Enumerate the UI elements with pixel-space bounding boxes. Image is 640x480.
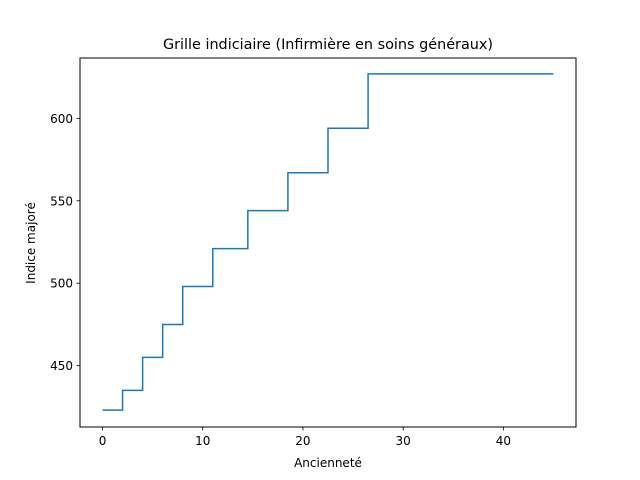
y-tick-label: 450	[50, 359, 73, 373]
y-tick-label: 500	[50, 277, 73, 291]
chart-title: Grille indiciaire (Infirmière en soins g…	[163, 37, 493, 53]
y-axis-title: Indice majoré	[24, 202, 38, 284]
x-tick-label: 40	[496, 434, 511, 448]
ticks: 0 10 20 30 40 450 500 550 600	[50, 112, 511, 448]
axes-frame	[79, 57, 577, 428]
series-step-line	[102, 73, 554, 411]
x-tick-label: 20	[295, 434, 310, 448]
x-tick-label: 30	[396, 434, 411, 448]
x-axis-title: Ancienneté	[294, 456, 362, 470]
y-tick-label: 600	[50, 112, 73, 126]
x-tick-label: 10	[195, 434, 210, 448]
plot-area	[102, 73, 554, 411]
y-tick-label: 550	[50, 194, 73, 208]
x-tick-label: 0	[99, 434, 107, 448]
